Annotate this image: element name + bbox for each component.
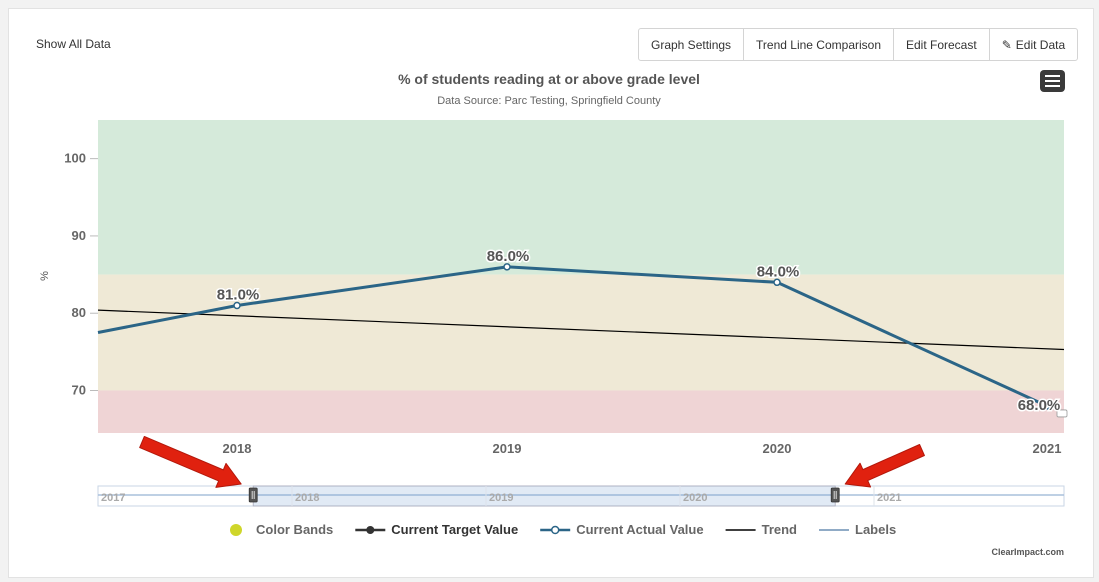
x-tick-label: 2019 (493, 441, 522, 456)
y-tick-label: 80 (72, 305, 86, 320)
edit-forecast-button[interactable]: Edit Forecast (894, 29, 990, 60)
legend-item[interactable]: Labels (819, 522, 896, 537)
legend-marker-icon (550, 525, 560, 535)
tooltip-tab (1056, 409, 1068, 418)
y-tick-label: 100 (64, 151, 86, 166)
legend-label: Trend (762, 522, 797, 537)
y-tick-label: 70 (72, 382, 86, 397)
data-label: 81.0% (217, 286, 260, 303)
x-tick-label: 2020 (763, 441, 792, 456)
navigator-label: 2021 (877, 492, 901, 504)
navigator-left-handle[interactable] (248, 487, 258, 503)
y-axis-label: % (39, 271, 51, 281)
actual-value-point[interactable] (1043, 402, 1051, 410)
navigator-label: 2019 (489, 492, 513, 504)
hamburger-icon-bar (1045, 85, 1060, 87)
color-band-1 (98, 274, 1064, 391)
legend-item[interactable]: Current Actual Value (540, 522, 704, 537)
chart-subtitle: Data Source: Parc Testing, Springfield C… (437, 95, 661, 107)
data-label: 68.0% (1018, 397, 1061, 414)
navigator-selected-range[interactable] (252, 485, 836, 507)
chart-toolbar: Graph Settings Trend Line Comparison Edi… (638, 28, 1079, 61)
legend-item[interactable]: Color Bands (230, 522, 333, 537)
actual-value-point[interactable] (233, 301, 241, 310)
red-arrow-left-icon (139, 435, 242, 488)
data-label: 86.0% (487, 248, 530, 265)
navigator-right-handle[interactable] (830, 487, 840, 503)
legend-item[interactable]: Current Target Value (355, 522, 518, 537)
navigator-label: 2020 (683, 492, 707, 504)
x-tick-label: 2018 (223, 441, 252, 456)
x-tick-label: 2021 (1033, 441, 1062, 456)
legend-label: Current Actual Value (576, 522, 703, 537)
navigator-label: 2018 (295, 492, 319, 504)
hamburger-icon-bar (1045, 80, 1060, 82)
y-tick-label: 90 (72, 228, 86, 243)
trend-line (97, 309, 1065, 351)
chart-title: % of students reading at or above grade … (398, 71, 700, 87)
color-band-2 (98, 390, 1064, 433)
edit-data-label: Edit Data (1015, 37, 1066, 52)
edit-data-button[interactable]: ✎ Edit Data (990, 29, 1077, 60)
legend-label: Color Bands (256, 522, 333, 537)
data-label: 84.0% (757, 263, 800, 280)
red-arrow-right-icon (844, 444, 925, 488)
color-band-0 (98, 120, 1064, 275)
navigator-label: 2017 (101, 492, 125, 504)
legend-marker-icon (366, 526, 375, 534)
graph-settings-button[interactable]: Graph Settings (639, 29, 745, 60)
trend-line-comparison-button[interactable]: Trend Line Comparison (744, 29, 894, 60)
actual-value-point[interactable] (773, 278, 781, 287)
pencil-icon: ✎ (1001, 37, 1012, 52)
actual-value-point[interactable] (503, 263, 511, 271)
legend-label: Current Target Value (391, 522, 518, 537)
hamburger-icon (1045, 75, 1060, 77)
legend-item[interactable]: Trend (725, 522, 797, 537)
show-all-data-link[interactable]: Show All Data (36, 37, 111, 51)
chart-menu-button[interactable] (1040, 70, 1065, 92)
legend-dot-icon (230, 524, 242, 536)
chart-credit[interactable]: ClearImpact.com (991, 547, 1064, 557)
legend-label: Labels (855, 522, 896, 537)
